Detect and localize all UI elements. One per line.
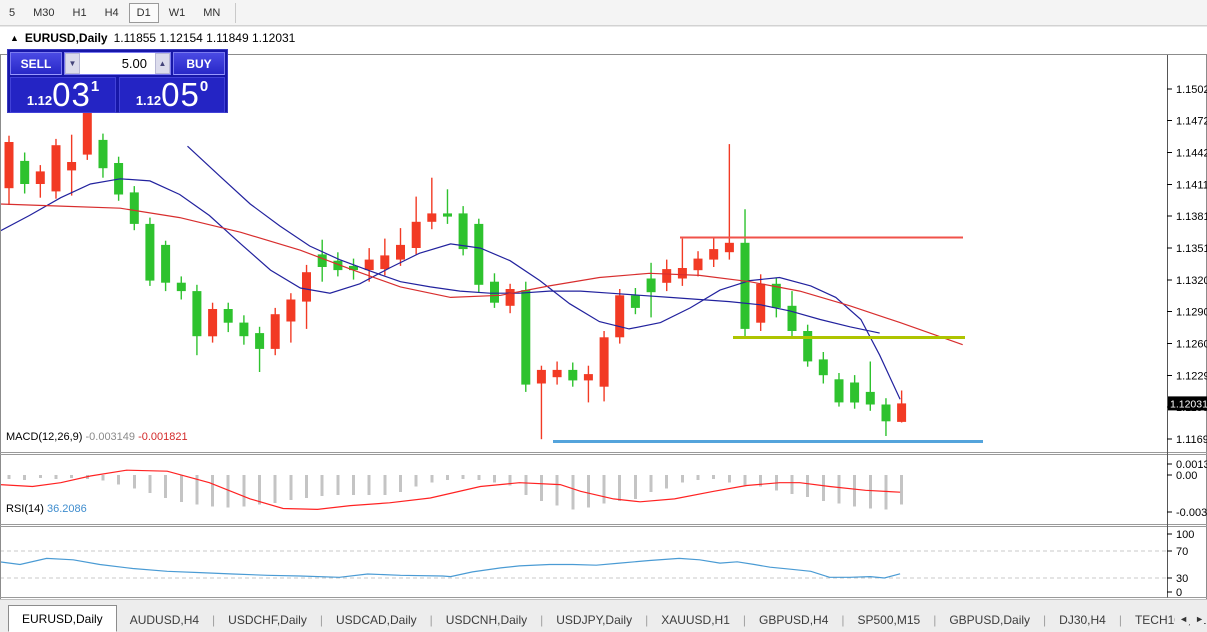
svg-text:1.12031: 1.12031	[1170, 398, 1207, 410]
buy-price-big-digits: 05	[161, 76, 200, 113]
chart-symbol-label: EURUSD,Daily	[24, 31, 108, 45]
svg-text:1.14115: 1.14115	[1176, 180, 1207, 192]
svg-text:1.15025: 1.15025	[1176, 84, 1207, 96]
rsi-value: 36.2086	[46, 503, 87, 515]
sell-price-big-digits: 03	[52, 76, 91, 113]
chart-ohlc-values: 1.11855 1.12154 1.11849 1.12031	[113, 31, 296, 45]
svg-text:70: 70	[1176, 546, 1188, 558]
chart-tab-dj30-h4[interactable]: DJ30,H4	[1059, 613, 1106, 627]
rsi-name: RSI(14)	[6, 503, 44, 515]
chart-tab-xauusd-h1[interactable]: XAUUSD,H1	[661, 613, 730, 627]
chart-tab-eurusd-daily[interactable]: EURUSD,Daily	[8, 605, 117, 632]
volume-input[interactable]	[80, 53, 155, 74]
chart-tab-usdcnh-daily[interactable]: USDCNH,Daily	[445, 613, 528, 627]
svg-text:1.12295: 1.12295	[1176, 371, 1207, 383]
price-chart-canvas: 1.15025 1.14725 1.14420 1.14115 1.13815 1.135…	[0, 54, 1207, 621]
svg-text:100: 100	[1176, 529, 1194, 541]
buy-price-quote[interactable]: 1.12 05 0	[119, 77, 225, 113]
svg-text:1.13815: 1.13815	[1176, 211, 1207, 223]
svg-text:0.001313: 0.001313	[1176, 459, 1207, 471]
macd-indicator-label: MACD(12,26,9) -0.003149 -0.001821	[6, 431, 188, 443]
chart-tab-usdcad-daily[interactable]: USDCAD,Daily	[335, 613, 417, 627]
svg-text:0: 0	[1176, 587, 1182, 599]
chart-title: ▲ EURUSD,Daily 1.11855 1.12154 1.11849 1…	[10, 31, 295, 45]
svg-text:1.12600: 1.12600	[1176, 339, 1207, 351]
timeframe-button-mn[interactable]: MN	[203, 6, 221, 19]
sell-price-pipette: 1	[90, 78, 100, 95]
svg-text:1.11690: 1.11690	[1176, 434, 1207, 446]
svg-text:1.14725: 1.14725	[1176, 116, 1207, 128]
svg-text:-0.003867: -0.003867	[1176, 507, 1207, 519]
svg-text:30: 30	[1176, 573, 1188, 585]
chart-tab-gbpusd-daily[interactable]: GBPUSD,Daily	[949, 613, 1031, 627]
svg-text:1.13510: 1.13510	[1176, 243, 1207, 255]
svg-text:1.14420: 1.14420	[1176, 148, 1207, 160]
chart-tab-bar: EURUSD,Daily AUDUSD,H4 | USDCHF,Daily | USDCA…	[0, 599, 1207, 632]
timeframe-button-5[interactable]: 5	[9, 6, 16, 19]
buy-price-pipette: 0	[199, 78, 209, 95]
timeframe-toolbar: 5 M30 H1 H4 D1 W1 MN	[0, 0, 1207, 26]
buy-button[interactable]: BUY	[173, 52, 225, 75]
chart-tab-sp500-m15[interactable]: SP500,M15	[857, 613, 921, 627]
macd-name: MACD(12,26,9)	[6, 431, 83, 443]
chart-tab-usdchf-daily[interactable]: USDCHF,Daily	[228, 613, 307, 627]
tab-scroll-arrows: ◄ ►	[1175, 614, 1204, 624]
chart-tab-audusd-h4[interactable]: AUDUSD,H4	[129, 613, 200, 627]
chart-tab-gbpusd-h4[interactable]: GBPUSD,H4	[759, 613, 829, 627]
toolbar-separator	[235, 2, 237, 23]
timeframe-button-h4[interactable]: H4	[104, 6, 119, 19]
timeframe-button-d1[interactable]: D1	[128, 2, 159, 23]
buy-price-prefix: 1.12	[135, 93, 162, 108]
tab-scroll-left-icon[interactable]: ◄	[1179, 614, 1189, 624]
rsi-indicator-label: RSI(14) 36.2086	[6, 503, 87, 515]
timeframe-button-w1[interactable]: W1	[168, 6, 186, 19]
svg-text:1.13205: 1.13205	[1176, 275, 1207, 287]
sell-price-prefix: 1.12	[26, 93, 53, 108]
volume-stepper: ▼ ▲	[64, 52, 171, 75]
sell-price-quote[interactable]: 1.12 03 1	[10, 77, 116, 113]
tab-scroll-right-icon[interactable]: ►	[1195, 614, 1204, 624]
sell-button[interactable]: SELL	[10, 52, 62, 75]
collapse-triangle-icon[interactable]: ▲	[10, 33, 19, 43]
macd-signal-value: -0.001821	[138, 431, 188, 443]
volume-decrement-icon[interactable]: ▼	[65, 53, 80, 74]
svg-text:1.12905: 1.12905	[1176, 307, 1207, 319]
volume-increment-icon[interactable]: ▲	[155, 53, 170, 74]
chart-tab-usdjpy-daily[interactable]: USDJPY,Daily	[556, 613, 633, 627]
macd-main-value: -0.003149	[85, 431, 136, 443]
svg-text:0.00: 0.00	[1176, 470, 1197, 482]
timeframe-button-m30[interactable]: M30	[33, 6, 55, 19]
svg-text:1.11995: 1.11995	[1176, 402, 1207, 414]
timeframe-button-h1[interactable]: H1	[72, 6, 87, 19]
